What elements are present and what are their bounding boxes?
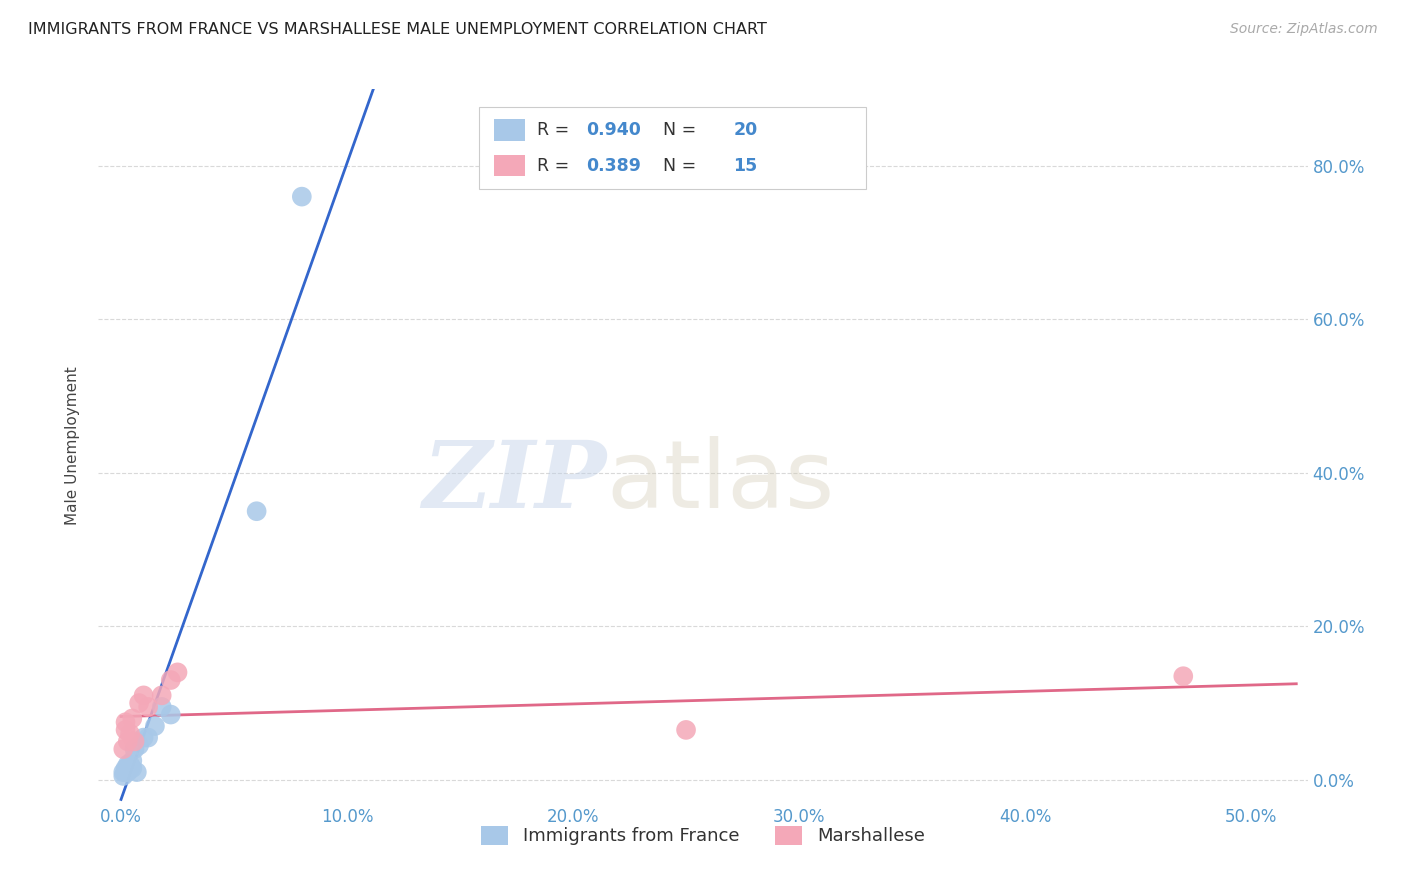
- Text: 20: 20: [734, 121, 758, 139]
- Point: [150, 699, 173, 714]
- Text: N =: N =: [652, 157, 702, 175]
- Point: [112, 742, 135, 756]
- Point: [121, 711, 143, 725]
- Bar: [494, 155, 526, 177]
- Point: [1173, 669, 1195, 683]
- Text: IMMIGRANTS FROM FRANCE VS MARSHALLESE MALE UNEMPLOYMENT CORRELATION CHART: IMMIGRANTS FROM FRANCE VS MARSHALLESE MA…: [28, 22, 768, 37]
- Point: [114, 765, 136, 780]
- Point: [136, 699, 159, 714]
- Point: [246, 504, 269, 518]
- Point: [120, 727, 142, 741]
- Point: [675, 723, 697, 737]
- Point: [117, 757, 139, 772]
- FancyBboxPatch shape: [479, 107, 866, 189]
- Point: [125, 765, 148, 780]
- Text: Source: ZipAtlas.com: Source: ZipAtlas.com: [1230, 22, 1378, 37]
- Point: [120, 757, 142, 772]
- Point: [132, 689, 155, 703]
- Point: [117, 765, 139, 780]
- Legend: Immigrants from France, Marshallese: Immigrants from France, Marshallese: [472, 816, 934, 855]
- Point: [120, 761, 142, 775]
- Point: [114, 723, 136, 737]
- Bar: [494, 120, 526, 141]
- Text: 0.940: 0.940: [586, 121, 641, 139]
- Point: [291, 189, 314, 203]
- Point: [114, 715, 136, 730]
- Point: [159, 673, 181, 687]
- Point: [117, 734, 139, 748]
- Y-axis label: Male Unemployment: Male Unemployment: [65, 367, 80, 525]
- Point: [143, 719, 166, 733]
- Point: [121, 754, 143, 768]
- Text: N =: N =: [652, 121, 702, 139]
- Point: [128, 738, 150, 752]
- Point: [150, 689, 173, 703]
- Text: R =: R =: [537, 157, 575, 175]
- Point: [124, 734, 146, 748]
- Point: [128, 696, 150, 710]
- Point: [136, 731, 159, 745]
- Text: ZIP: ZIP: [422, 437, 606, 526]
- Text: 0.389: 0.389: [586, 157, 641, 175]
- Point: [112, 769, 135, 783]
- Point: [159, 707, 181, 722]
- Point: [112, 765, 135, 780]
- Point: [114, 761, 136, 775]
- Text: R =: R =: [537, 121, 575, 139]
- Text: atlas: atlas: [606, 435, 835, 528]
- Point: [121, 761, 143, 775]
- Point: [132, 731, 155, 745]
- Text: 15: 15: [734, 157, 758, 175]
- Point: [166, 665, 188, 680]
- Point: [124, 742, 146, 756]
